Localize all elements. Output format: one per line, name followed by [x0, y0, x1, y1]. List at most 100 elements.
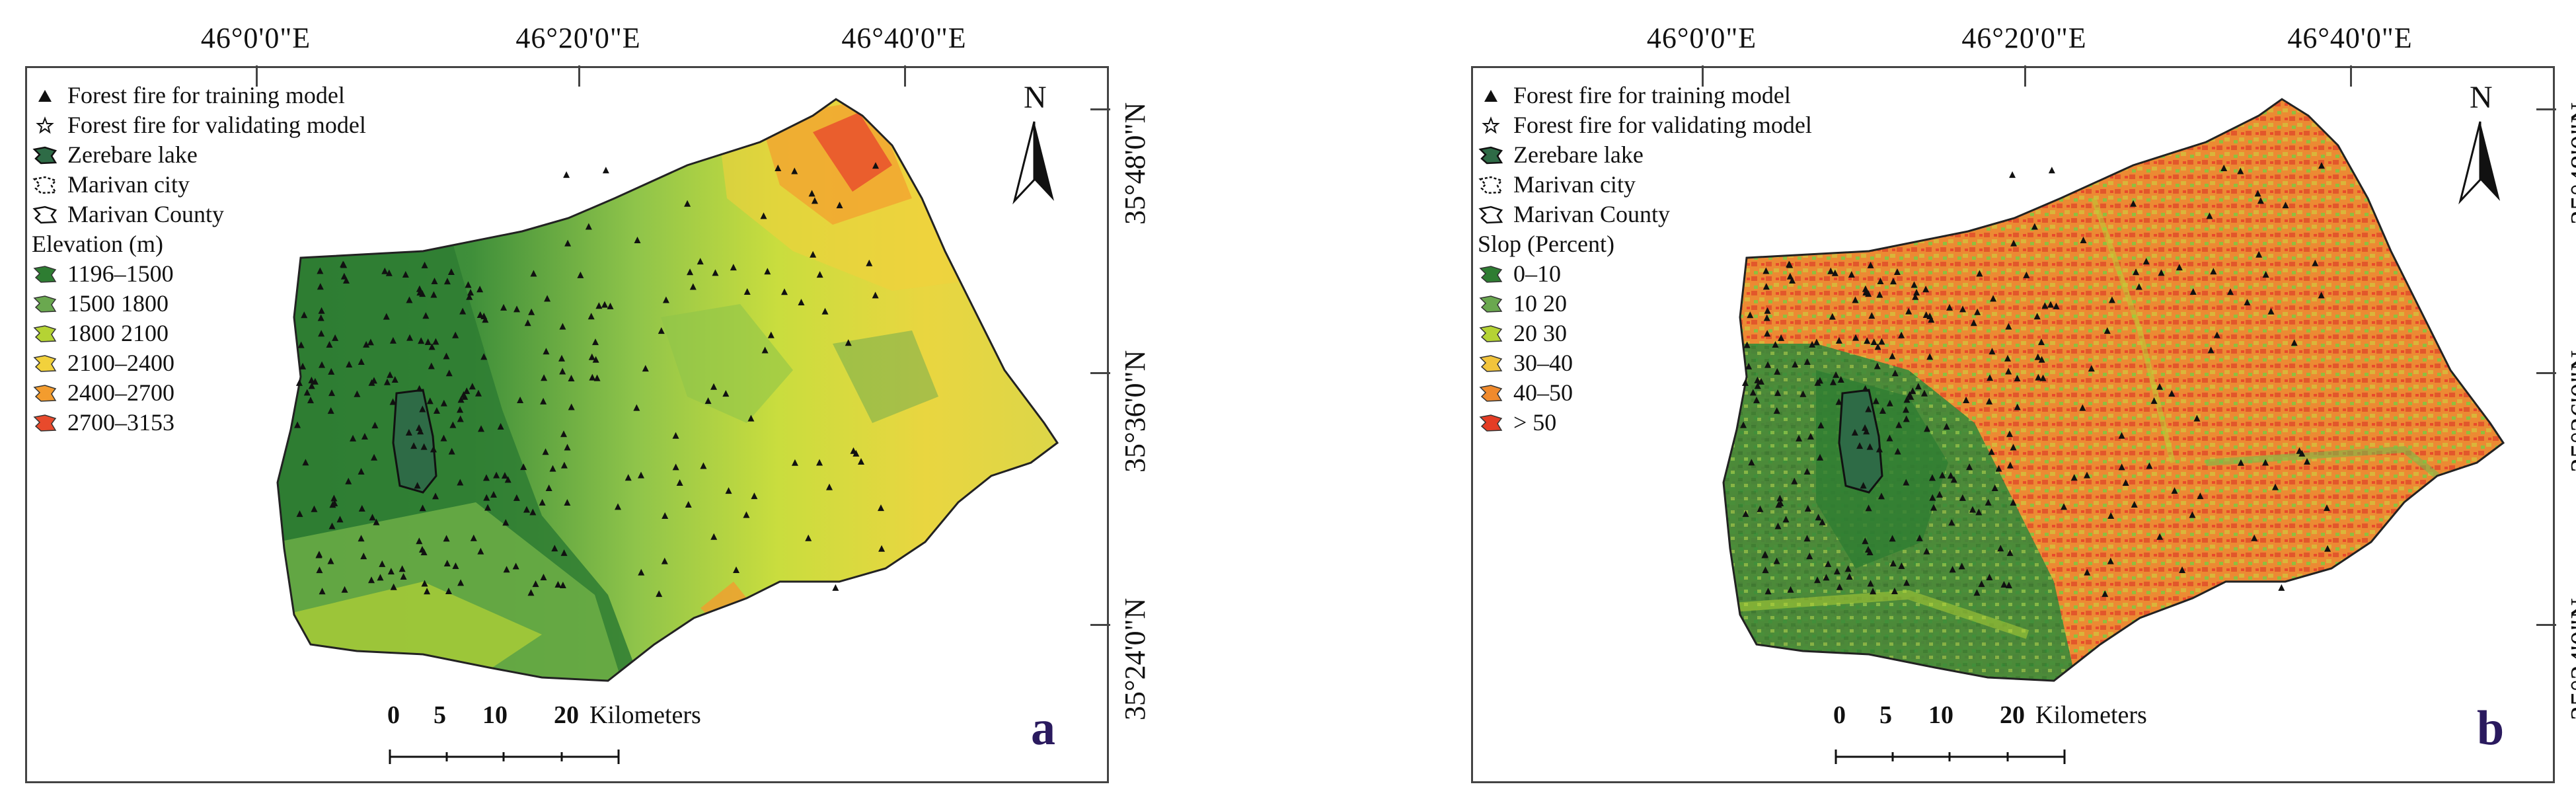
fire-training-point: [369, 514, 376, 521]
fire-training-point: [431, 278, 438, 285]
fire-training-point: [308, 376, 315, 383]
triangle-icon: [1478, 85, 1504, 107]
fire-training-point: [2237, 167, 2244, 174]
legend-label: Marivan city: [67, 171, 190, 198]
fire-training-point: [1814, 576, 1821, 584]
scale-label: 0: [1833, 701, 1846, 729]
fire-training-point: [1823, 574, 1830, 581]
fire-training-point: [343, 277, 350, 284]
fire-training-point: [2227, 288, 2234, 295]
fire-training-point: [308, 382, 315, 389]
fire-training-point: [568, 403, 575, 410]
fire-training-point: [1787, 586, 1794, 593]
class-label: > 50: [1513, 409, 1557, 436]
fire-training-point: [354, 390, 361, 397]
legend-class-row: 1500 1800: [32, 289, 366, 319]
lon-tick-label: 46°0'0"E: [1646, 22, 1757, 54]
scale-unit: Kilometers: [589, 701, 701, 729]
north-arrow: N: [1008, 79, 1061, 212]
fire-training-point: [791, 459, 798, 466]
fire-training-point: [1889, 560, 1897, 567]
scale-label: 10: [482, 701, 508, 729]
fire-training-point: [2122, 479, 2129, 486]
fire-training-point: [1740, 421, 1747, 428]
fire-training-point: [872, 162, 879, 169]
fire-training-point: [428, 362, 435, 369]
fire-training-point: [615, 503, 622, 510]
north-arrow: N: [2454, 79, 2507, 212]
fire-training-point: [540, 573, 547, 580]
lat-tick: [1090, 624, 1110, 626]
fire-training-point: [638, 471, 645, 479]
fire-training-point: [1986, 573, 1993, 580]
fire-training-point: [2255, 250, 2263, 258]
fire-training-point: [602, 167, 609, 174]
fire-training-point: [443, 560, 451, 567]
lon-tick-label: 46°20'0"E: [1961, 22, 2087, 54]
fire-training-point: [2023, 271, 2030, 278]
fire-training-point: [465, 281, 472, 288]
fire-training-point: [672, 463, 679, 471]
fire-training-point: [642, 365, 649, 372]
fire-training-point: [1799, 390, 1807, 397]
legend-title: Slop (Percent): [1478, 229, 1812, 259]
fire-training-point: [1950, 476, 1957, 483]
fire-training-point: [1889, 278, 1897, 285]
class-swatch: [32, 352, 58, 375]
fire-training-point: [1862, 424, 1869, 431]
fire-training-point: [406, 334, 414, 341]
fire-training-point: [2156, 383, 2164, 390]
fire-training-point: [477, 547, 484, 555]
fire-training-point: [704, 397, 712, 404]
lake-polygon-icon: [1478, 144, 1504, 167]
fire-training-point: [467, 289, 474, 296]
fire-training-point: [432, 338, 439, 345]
fire-training-point: [2254, 190, 2261, 197]
fire-training-point: [2061, 503, 2068, 510]
fire-training-point: [564, 443, 571, 451]
fire-training-point: [857, 458, 864, 465]
fire-training-point: [542, 448, 549, 455]
lon-tick: [2024, 65, 2026, 87]
fire-training-point: [476, 286, 484, 293]
lake-polygon-icon: [32, 144, 58, 167]
fire-training-point: [710, 533, 718, 540]
fire-training-point: [2251, 534, 2258, 541]
fire-training-point: [377, 574, 384, 581]
fire-training-point: [1903, 406, 1910, 413]
slope-map: [1722, 98, 2505, 682]
fire-training-point: [761, 346, 769, 354]
fire-training-point: [400, 572, 407, 580]
class-swatch: [32, 323, 58, 345]
fire-training-point: [1827, 267, 1835, 274]
fire-training-point: [433, 407, 440, 414]
fire-training-point: [1958, 562, 1965, 570]
fire-training-point: [2102, 590, 2109, 597]
fire-training-point: [1928, 316, 1935, 323]
fire-training-point: [587, 313, 595, 320]
fire-training-point: [1833, 371, 1840, 378]
fire-training-point: [2213, 331, 2220, 338]
fire-training-point: [483, 494, 490, 501]
fire-training-point: [318, 330, 325, 337]
fire-training-point: [1764, 330, 1771, 337]
fire-training-point: [452, 331, 459, 338]
fire-training-point: [2244, 298, 2251, 305]
fire-training-point: [440, 434, 447, 442]
fire-training-point: [1852, 334, 1860, 341]
legend-label: Zerebare lake: [67, 141, 198, 168]
fire-training-point: [1916, 534, 1923, 541]
triangle-icon: [32, 85, 58, 107]
fire-training-point: [513, 305, 521, 313]
fire-training-point: [430, 291, 437, 298]
fire-training-point: [373, 518, 380, 525]
class-label: 2700–3153: [67, 409, 174, 436]
fire-training-point: [2038, 356, 2045, 363]
fire-training-point: [416, 537, 423, 545]
fire-training-point: [1791, 477, 1798, 484]
fire-training-point: [2041, 302, 2049, 309]
fire-points: [294, 162, 886, 597]
fire-training-point: [722, 390, 730, 397]
fire-training-point: [551, 545, 558, 552]
fire-training-point: [328, 367, 335, 375]
